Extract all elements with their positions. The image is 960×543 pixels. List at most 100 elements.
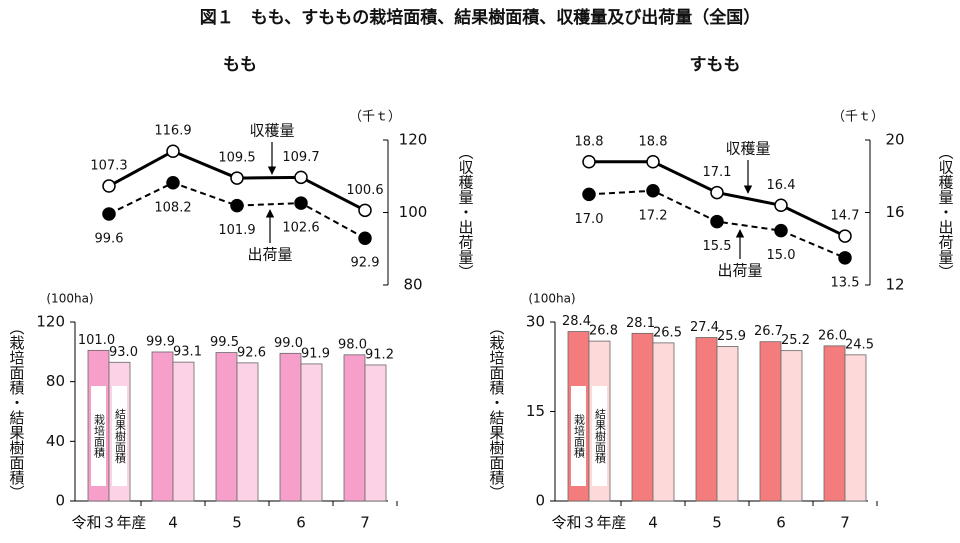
panel-title: もも <box>223 55 257 75</box>
data-label: 28.4 <box>562 314 591 329</box>
bar <box>695 337 718 502</box>
y-tick-label: 100 <box>399 203 428 221</box>
bar <box>823 345 846 502</box>
data-label: 99.5 <box>210 335 239 350</box>
marker <box>774 198 788 212</box>
y-axis-title: （収穫量・出荷量） <box>937 145 955 280</box>
y-tick-label: 16 <box>885 203 904 221</box>
y-axis-title: （収穫量・出荷量） <box>457 145 475 280</box>
data-label: 15.5 <box>703 239 732 254</box>
x-tick-label: 6 <box>776 514 786 532</box>
bar <box>780 350 803 502</box>
series-annotation: 出荷量 <box>717 262 762 280</box>
data-label: 13.5 <box>831 275 860 290</box>
series-annotation: 収穫量 <box>725 140 770 158</box>
x-tick-label: 7 <box>360 514 370 532</box>
bar <box>300 363 323 502</box>
legend-label: 結果樹面積 <box>114 407 127 464</box>
bar <box>236 362 259 502</box>
panel-title: すもも <box>690 55 741 75</box>
data-label: 26.5 <box>653 325 682 340</box>
x-tick-label: 4 <box>168 514 178 532</box>
data-label: 109.7 <box>282 150 319 165</box>
data-label: 108.2 <box>154 200 191 215</box>
x-tick-label: 7 <box>840 514 850 532</box>
data-label: 25.9 <box>717 329 746 344</box>
y-tick-label: 0 <box>55 492 65 510</box>
series-annotation: 出荷量 <box>247 246 292 264</box>
marker <box>838 229 852 243</box>
data-label: 15.0 <box>767 248 796 263</box>
marker <box>774 223 788 238</box>
bar <box>172 361 195 502</box>
y-tick-label: 120 <box>399 131 428 149</box>
data-label: 24.5 <box>845 337 874 352</box>
data-label: 99.9 <box>146 334 175 349</box>
y-tick-label: 0 <box>535 492 545 510</box>
marker <box>838 251 852 265</box>
data-label: 28.1 <box>626 316 655 331</box>
marker <box>230 171 244 185</box>
data-label: 98.0 <box>338 337 367 352</box>
marker <box>582 155 596 169</box>
data-label: 91.2 <box>365 347 394 362</box>
legend-label: 栽培面積 <box>93 414 106 459</box>
y-axis-title: （栽培面積・結果樹面積） <box>8 320 26 500</box>
marker <box>710 214 724 229</box>
bar <box>215 352 238 502</box>
series-name-box <box>592 386 607 486</box>
y-unit: （千ｔ） <box>832 110 884 125</box>
y-tick-label: 120 <box>36 313 65 331</box>
bar <box>716 346 739 502</box>
data-label: 109.5 <box>218 151 255 166</box>
data-label: 92.9 <box>351 256 380 271</box>
data-label: 107.3 <box>90 159 127 174</box>
marker <box>102 207 116 221</box>
series-name-box <box>571 386 586 486</box>
data-label: 93.0 <box>109 345 138 360</box>
marker <box>710 185 724 200</box>
data-label: 27.4 <box>690 320 719 335</box>
data-label: 101.9 <box>218 223 255 238</box>
y-unit: (100ha) <box>528 292 575 306</box>
x-tick-label: 6 <box>296 514 306 532</box>
data-label: 26.8 <box>589 324 618 339</box>
data-label: 99.6 <box>95 231 124 246</box>
y-tick-label: 12 <box>885 276 904 294</box>
marker <box>166 144 180 158</box>
y-tick-label: 30 <box>526 313 545 331</box>
data-label: 99.0 <box>274 336 303 351</box>
data-label: 25.2 <box>781 333 810 348</box>
y-tick-label: 15 <box>526 402 545 420</box>
marker <box>582 187 596 202</box>
marker <box>166 176 180 190</box>
marker <box>646 155 660 169</box>
series-name-box <box>112 386 127 486</box>
data-label: 18.8 <box>639 134 668 149</box>
y-tick-label: 40 <box>46 432 65 450</box>
bar <box>364 364 387 502</box>
bar <box>279 352 302 502</box>
data-label: 92.6 <box>237 345 266 360</box>
marker <box>102 179 116 193</box>
data-label: 91.9 <box>301 346 330 361</box>
y-tick-label: 80 <box>46 372 65 390</box>
data-label: 101.0 <box>78 333 115 348</box>
y-tick-label: 80 <box>403 276 422 294</box>
bar <box>151 351 174 502</box>
data-label: 93.1 <box>173 345 202 360</box>
bar <box>844 354 867 502</box>
data-label: 14.7 <box>831 209 860 224</box>
series-annotation: 収穫量 <box>249 122 294 140</box>
page-title: 図１ もも、すももの栽培面積、結果樹面積、収穫量及び出荷量（全国） <box>200 7 761 28</box>
x-tick-label: 5 <box>712 514 722 532</box>
data-label: 18.8 <box>575 134 604 149</box>
marker <box>358 203 372 218</box>
marker <box>294 170 308 185</box>
data-label: 17.1 <box>703 165 732 180</box>
bar <box>652 342 675 502</box>
data-label: 116.9 <box>154 124 191 139</box>
data-label: 100.6 <box>346 183 383 198</box>
